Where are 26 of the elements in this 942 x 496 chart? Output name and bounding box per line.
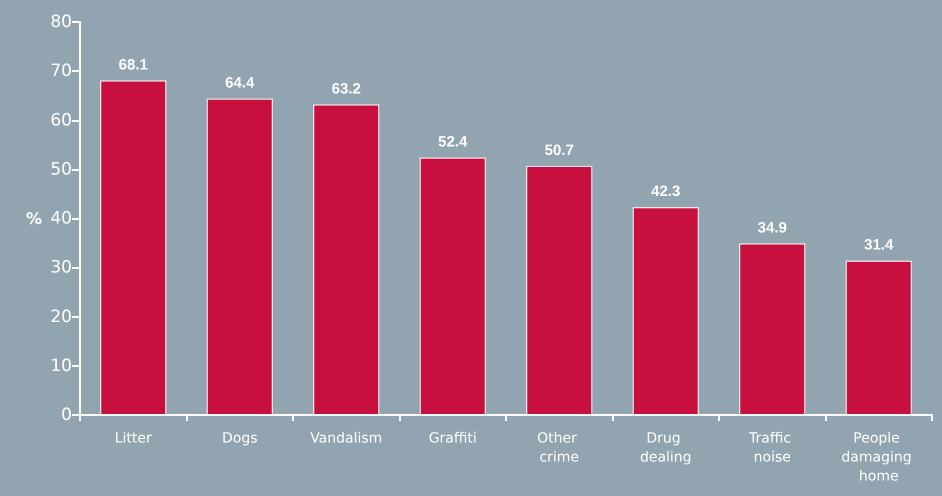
x-tick-label: Graffiti xyxy=(428,430,477,446)
data-label: 64.4 xyxy=(225,74,255,92)
data-label: 31.4 xyxy=(864,236,894,254)
data-label: 63.2 xyxy=(332,80,361,98)
x-tick-label: Vandalism xyxy=(310,430,382,446)
y-tick-label: 80 xyxy=(50,12,72,32)
y-tick-label: 20 xyxy=(50,306,72,327)
data-label: 68.1 xyxy=(118,56,148,74)
data-label: 34.9 xyxy=(758,220,787,237)
y-tick-label: 60 xyxy=(50,110,72,130)
data-label: 50.7 xyxy=(544,142,574,159)
y-tick-label: 10 xyxy=(50,356,72,376)
x-tick-label: People damaging home xyxy=(841,430,916,484)
data-label: 42.3 xyxy=(651,183,680,200)
data-label: 52.4 xyxy=(438,134,468,151)
y-axis-title: % xyxy=(26,209,42,228)
x-tick-label: Litter xyxy=(114,430,152,446)
x-tick-label: Drug dealing xyxy=(640,430,692,466)
x-tick-label: Traffic noise xyxy=(748,430,796,466)
y-tick-label: 50 xyxy=(50,159,72,180)
x-tick-label: Other crime xyxy=(537,430,582,466)
y-tick-label: 70 xyxy=(50,61,72,82)
x-tick-label: Dogs xyxy=(222,430,258,446)
y-tick-label: 40 xyxy=(50,208,72,228)
y-tick-label: 0 xyxy=(61,405,72,425)
y-tick-label: 30 xyxy=(50,258,72,278)
